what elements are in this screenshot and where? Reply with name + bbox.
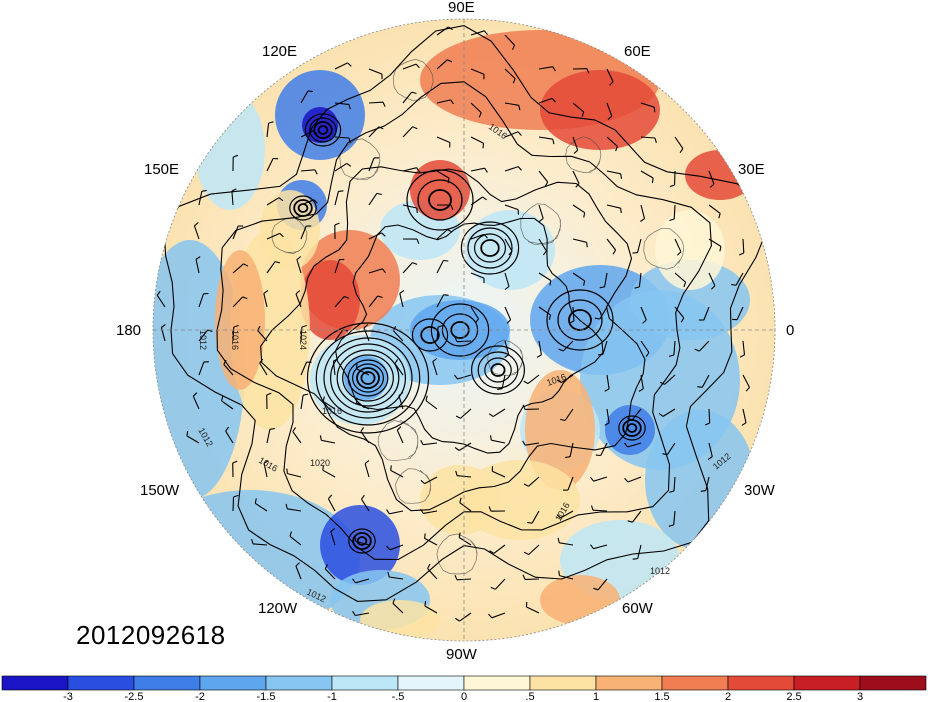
colorbar-swatch <box>133 675 201 691</box>
colorbar-swatch <box>595 675 663 691</box>
colorbar-tick-label: 1.5 <box>654 691 669 702</box>
colorbar-swatch <box>199 675 267 691</box>
lon-label-90e: 90E <box>448 0 475 16</box>
lon-label-60e: 60E <box>624 43 651 60</box>
colorbar-tick-label: -1 <box>327 691 337 702</box>
colorbar-swatch <box>331 675 399 691</box>
colorbar-tick-label: -3 <box>63 691 73 702</box>
colorbar-swatch <box>67 675 135 691</box>
colorbar-swatch <box>727 675 795 691</box>
contour-label: 1012 <box>650 566 670 576</box>
coastlines <box>271 58 685 575</box>
colorbar-tick-label: 3 <box>857 691 863 702</box>
longitude-labels: 90E 60E 30E 0 30W 60W 90W 120W 150W 180 … <box>116 0 794 663</box>
lon-label-150e: 150E <box>144 161 179 178</box>
colorbar-tick-label: 2.5 <box>786 691 801 702</box>
colorbar-tick-label: .5 <box>525 691 534 702</box>
contour-label: 1012 <box>198 330 208 350</box>
lon-label-90w: 90W <box>446 646 478 663</box>
colorbar-tick-label: -.5 <box>392 691 405 702</box>
lon-label-120w: 120W <box>258 600 298 617</box>
lon-label-30e: 30E <box>738 161 765 178</box>
lon-label-120e: 120E <box>262 43 297 60</box>
contour-label: 1024 <box>298 330 308 350</box>
colorbar-tick-label: 0 <box>461 691 467 702</box>
colorbar-tick-label: -1.5 <box>257 691 276 702</box>
colorbar-swatch <box>859 675 927 691</box>
colorbar-tick-label: -2 <box>195 691 205 702</box>
lon-label-180: 180 <box>116 322 141 339</box>
colorbar-swatch <box>463 675 531 691</box>
colorbar-swatch <box>661 675 729 691</box>
colorbar: -3 -2.5 -2 -1.5 -1 -.5 0 .5 1 1.5 2 2.5 3 <box>1 675 927 702</box>
lon-label-30w: 30W <box>744 482 776 499</box>
map-boundary <box>152 18 776 642</box>
contour-label: 1016 <box>322 406 342 416</box>
colorbar-tick-label: -2.5 <box>125 691 144 702</box>
colorbar-swatch <box>1 675 69 691</box>
lon-label-60w: 60W <box>622 600 654 617</box>
colorbar-tick-label: 1 <box>593 691 599 702</box>
colorbar-tick-label: 2 <box>725 691 731 702</box>
lon-label-150w: 150W <box>140 482 180 499</box>
lon-label-0: 0 <box>786 322 794 339</box>
wind-barbs <box>156 26 750 622</box>
colorbar-swatch <box>265 675 333 691</box>
colorbar-swatch <box>529 675 597 691</box>
timestamp-label: 2012092618 <box>76 620 226 650</box>
contour-label: 1016 <box>230 330 240 350</box>
colorbar-swatch <box>793 675 861 691</box>
contour-label: 1020 <box>310 458 330 468</box>
graticule <box>153 19 775 641</box>
colorbar-swatch <box>397 675 465 691</box>
